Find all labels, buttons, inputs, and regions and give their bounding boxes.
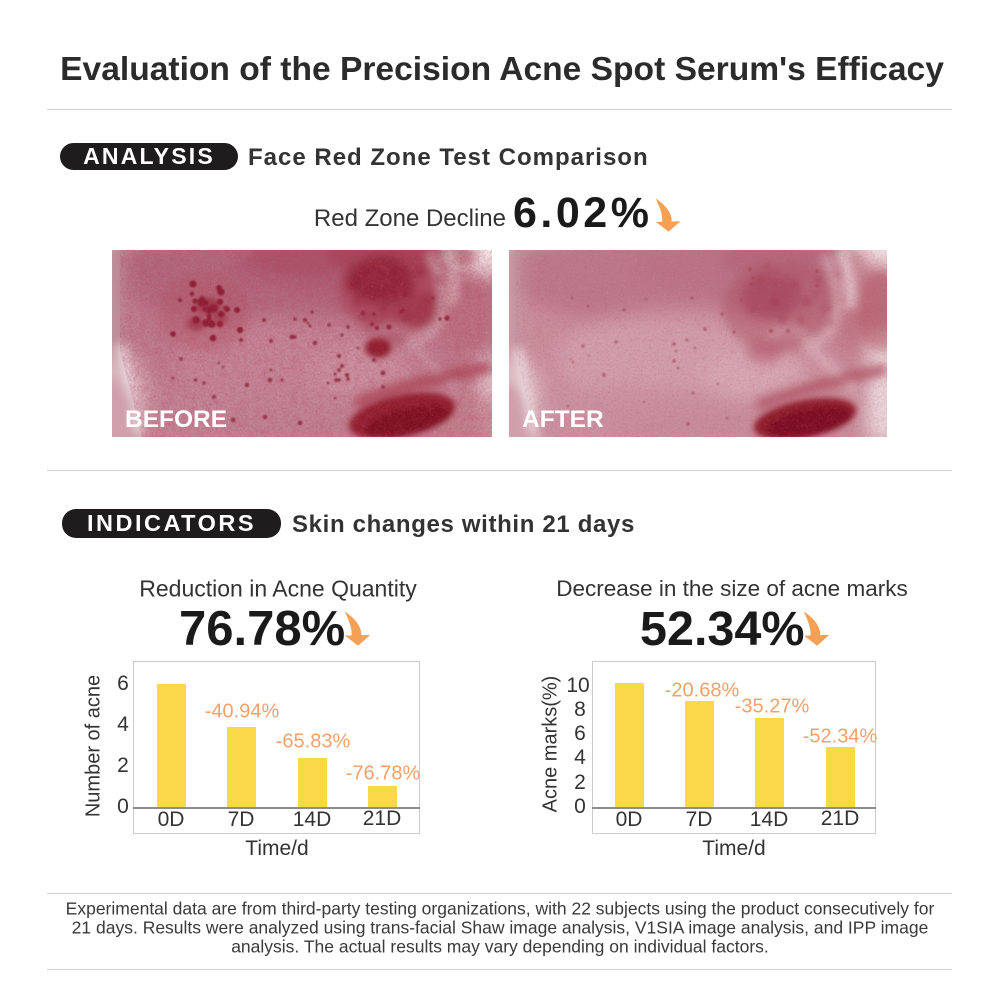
svg-text:AFTER: AFTER <box>522 406 604 433</box>
svg-text:BEFORE: BEFORE <box>125 406 227 433</box>
